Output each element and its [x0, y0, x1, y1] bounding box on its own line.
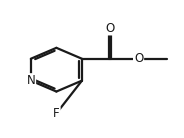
- Text: F: F: [53, 107, 60, 120]
- Text: O: O: [134, 52, 143, 65]
- Text: O: O: [106, 22, 115, 34]
- Text: N: N: [26, 74, 35, 87]
